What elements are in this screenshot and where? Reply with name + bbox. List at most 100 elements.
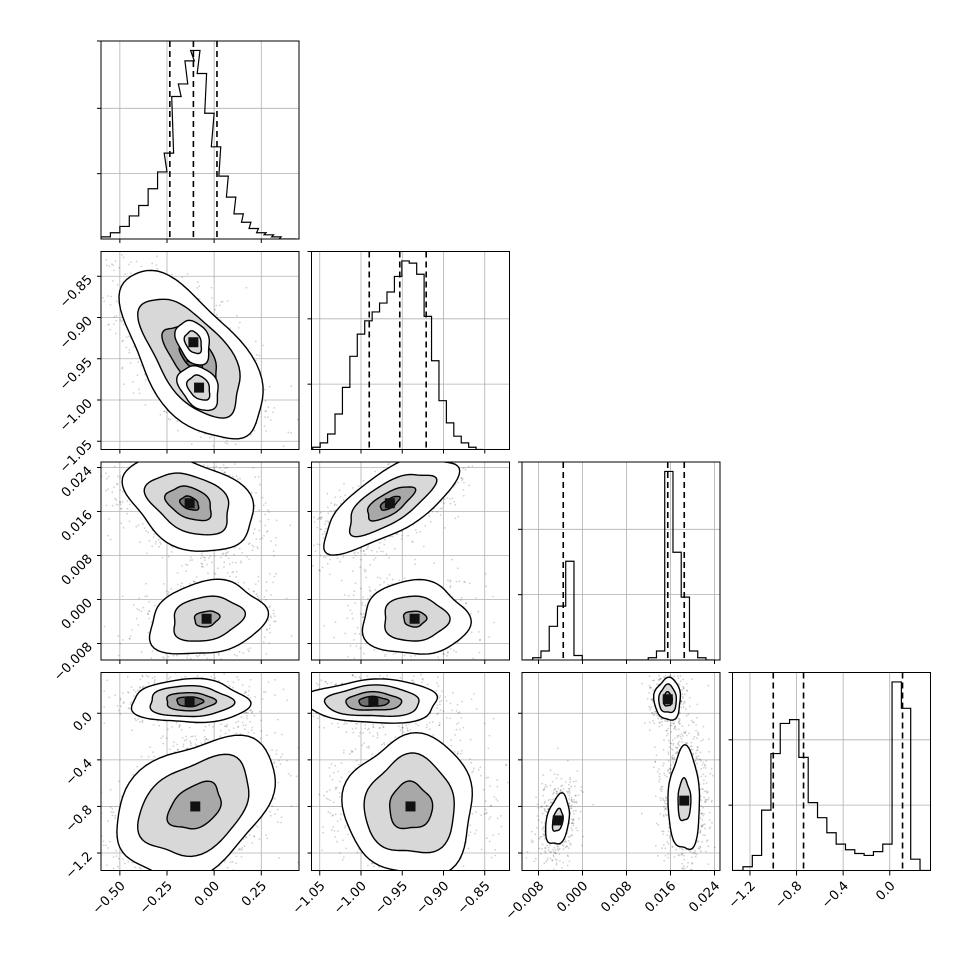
sample-point [463,439,465,441]
sample-point [418,457,420,459]
sample-point [224,441,227,444]
sample-point [265,430,267,432]
sample-point [289,547,291,549]
sample-point [256,595,259,597]
sample-point [115,314,118,317]
sample-point [266,416,269,418]
sample-point [144,403,147,406]
sample-point [130,261,133,263]
sample-point [148,600,151,603]
sample-point [393,547,396,550]
sample-point [264,410,267,413]
sample-point [220,556,223,559]
sample-point [117,504,119,506]
sample-point [124,432,126,434]
sample-point [221,300,224,303]
histogram-1 [312,260,484,450]
sample-point [158,666,160,668]
sample-point [150,442,152,444]
sample-point [177,457,179,459]
sample-point [272,612,275,615]
sample-point [290,635,293,637]
sample-point [105,504,108,507]
sample-point [222,450,224,452]
sample-point [147,613,149,616]
sample-point [78,495,80,497]
sample-point [113,269,115,272]
sample-point [220,301,223,303]
sample-point [143,373,146,376]
sample-point [229,575,231,578]
sample-point [267,619,270,622]
sample-point [198,654,201,656]
sample-point [121,444,123,446]
sample-point [290,431,292,434]
sample-point [176,654,178,657]
sample-point [116,483,119,486]
sample-point [113,465,116,468]
sample-point [200,557,202,560]
sample-point [268,385,271,388]
sample-point [327,521,330,524]
sample-point [171,546,174,549]
sample-point [159,413,162,416]
sample-point [185,452,187,454]
sample-point [198,298,201,300]
sample-point [229,327,232,330]
sample-point [264,416,266,418]
sample-point [170,551,173,553]
sample-point [252,532,255,535]
sample-point [248,543,250,546]
sample-point [201,444,203,446]
sample-point [137,455,139,457]
sample-point [272,550,275,553]
sample-point [119,501,122,503]
panel-frame [521,461,721,661]
sample-point [185,570,188,572]
sample-point [257,575,260,578]
sample-point [186,273,189,275]
sample-point [167,593,170,595]
sample-point [136,374,139,376]
sample-point [267,451,269,453]
sample-point [119,319,122,321]
sample-point [248,542,251,544]
sample-point [169,418,172,421]
sample-point [137,524,140,526]
sample-point [147,631,150,634]
sample-point [265,410,268,412]
sample-point [223,561,226,563]
sample-point [382,550,385,553]
sample-point [177,453,179,455]
sample-point [148,617,151,620]
sample-point [195,654,198,657]
sample-point [132,445,134,447]
sample-point [239,321,241,324]
sample-point [158,545,161,548]
sample-point [283,459,285,461]
sample-point [415,447,417,449]
sample-point [132,604,135,606]
sample-point [108,265,111,268]
sample-point [223,663,225,665]
sample-point [258,483,261,486]
sample-point [191,559,194,561]
sample-point [447,428,449,430]
sample-point [203,654,206,656]
sample-point [320,516,323,519]
sample-point [267,406,270,409]
sample-point [164,458,166,460]
sample-point [247,648,249,651]
sample-point [217,459,219,461]
sample-point [107,324,109,326]
sample-point [89,438,91,440]
sample-point [152,536,155,538]
sample-point [396,533,399,536]
sample-point [181,565,183,567]
sample-point [105,489,107,492]
sample-point [243,581,245,584]
sample-point [354,554,357,557]
sample-point [207,666,209,668]
sample-point [231,561,234,564]
sample-point [122,256,125,259]
